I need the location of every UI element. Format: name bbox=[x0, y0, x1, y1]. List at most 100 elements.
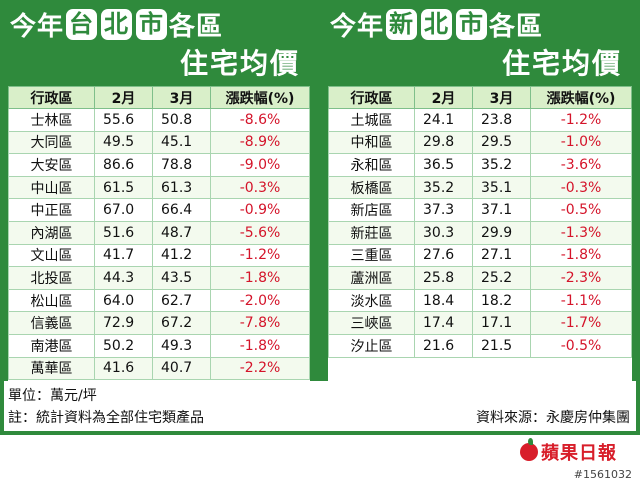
table-row: 汐止區 21.6 21.5 -0.5% bbox=[328, 333, 632, 358]
table-row: 信義區 72.9 67.2 -7.8% bbox=[8, 311, 310, 335]
col-header-district: 行政區 bbox=[328, 86, 415, 109]
cell-district: 大安區 bbox=[8, 153, 95, 177]
table-header-row: 行政區 2月 3月 漲跌幅(%) bbox=[8, 86, 310, 109]
cell-district: 大同區 bbox=[8, 130, 95, 155]
cell-feb-price: 72.9 bbox=[94, 311, 153, 335]
col-header-change: 漲跌幅(%) bbox=[530, 86, 632, 109]
cell-change: -8.9% bbox=[210, 130, 310, 155]
cell-feb-price: 24.1 bbox=[414, 108, 473, 132]
cell-change: -8.6% bbox=[210, 108, 310, 132]
cell-change: -1.8% bbox=[210, 266, 310, 290]
cell-district: 三重區 bbox=[328, 243, 415, 268]
col-header-mar: 3月 bbox=[152, 86, 211, 109]
cell-change: -2.0% bbox=[210, 288, 310, 313]
cell-district: 新店區 bbox=[328, 198, 415, 222]
cell-change: -0.5% bbox=[530, 333, 632, 358]
cell-district: 汐止區 bbox=[328, 333, 415, 358]
stat-note: 註：統計資料為全部住宅類產品 bbox=[8, 410, 204, 426]
title-prefix: 今年 bbox=[10, 11, 65, 42]
new-taipei-title-line2: 住宅均價 bbox=[501, 47, 622, 80]
cell-district: 新莊區 bbox=[328, 220, 415, 245]
new-taipei-title-line1: 今年 新 北 市 各區 bbox=[330, 4, 543, 44]
taipei-table-wrap: 行政區 2月 3月 漲跌幅(%) 士林區 55.6 50.8 -8.6% 大同區 49.5… bbox=[8, 86, 310, 381]
cell-mar-price: 18.2 bbox=[472, 288, 531, 313]
cell-feb-price: 30.3 bbox=[414, 220, 473, 245]
table-row: 永和區 36.5 35.2 -3.6% bbox=[328, 153, 632, 177]
cell-mar-price: 50.8 bbox=[152, 108, 211, 132]
cell-change: -1.8% bbox=[210, 333, 310, 358]
cell-mar-price: 40.7 bbox=[152, 356, 211, 381]
title-highlight-char: 市 bbox=[456, 8, 488, 40]
table-row: 板橋區 35.2 35.1 -0.3% bbox=[328, 175, 632, 200]
new-taipei-table-wrap: 行政區 2月 3月 漲跌幅(%) 土城區 24.1 23.8 -1.2% 中和區 29.8… bbox=[328, 86, 632, 381]
title-suffix: 各區 bbox=[489, 11, 544, 42]
cell-change: -0.3% bbox=[530, 175, 632, 200]
taipei-price-table: 行政區 2月 3月 漲跌幅(%) 士林區 55.6 50.8 -8.6% 大同區 49.5… bbox=[8, 86, 310, 381]
cell-mar-price: 49.3 bbox=[152, 333, 211, 358]
new-taipei-title: 今年 新 北 市 各區 住宅均價 bbox=[324, 0, 636, 84]
cell-mar-price: 27.1 bbox=[472, 243, 531, 268]
cell-district: 文山區 bbox=[8, 243, 95, 268]
cell-feb-price: 17.4 bbox=[414, 311, 473, 335]
apple-logo-icon bbox=[520, 438, 538, 461]
cell-district: 中山區 bbox=[8, 175, 95, 200]
cell-feb-price: 61.5 bbox=[94, 175, 153, 200]
table-row: 中和區 29.8 29.5 -1.0% bbox=[328, 130, 632, 155]
cell-mar-price: 21.5 bbox=[472, 333, 531, 358]
col-header-feb: 2月 bbox=[94, 86, 153, 109]
title-suffix: 各區 bbox=[169, 11, 224, 42]
table-row: 土城區 24.1 23.8 -1.2% bbox=[328, 108, 632, 132]
table-row: 士林區 55.6 50.8 -8.6% bbox=[8, 108, 310, 132]
cell-feb-price: 37.3 bbox=[414, 198, 473, 222]
cell-change: -5.6% bbox=[210, 220, 310, 245]
cell-feb-price: 41.7 bbox=[94, 243, 153, 268]
cell-feb-price: 36.5 bbox=[414, 153, 473, 177]
cell-district: 蘆洲區 bbox=[328, 266, 415, 290]
table-row: 三峽區 17.4 17.1 -1.7% bbox=[328, 311, 632, 335]
apple-daily-logo: 蘋果日報 bbox=[520, 438, 617, 464]
cell-feb-price: 67.0 bbox=[94, 198, 153, 222]
cell-feb-price: 21.6 bbox=[414, 333, 473, 358]
table-row: 淡水區 18.4 18.2 -1.1% bbox=[328, 288, 632, 313]
cell-mar-price: 67.2 bbox=[152, 311, 211, 335]
col-header-district: 行政區 bbox=[8, 86, 95, 109]
cell-district: 板橋區 bbox=[328, 175, 415, 200]
cell-district: 三峽區 bbox=[328, 311, 415, 335]
cell-feb-price: 86.6 bbox=[94, 153, 153, 177]
cell-change: -3.6% bbox=[530, 153, 632, 177]
cell-change: -0.3% bbox=[210, 175, 310, 200]
cell-mar-price: 66.4 bbox=[152, 198, 211, 222]
cell-district: 士林區 bbox=[8, 108, 95, 132]
taipei-panel: 今年 台 北 市 各區 住宅均價 行政區 2月 3月 漲跌幅(%) bbox=[4, 0, 314, 381]
table-row: 大同區 49.5 45.1 -8.9% bbox=[8, 130, 310, 155]
cell-mar-price: 43.5 bbox=[152, 266, 211, 290]
new-taipei-table-body: 土城區 24.1 23.8 -1.2% 中和區 29.8 29.5 -1.0% 永和區 36.5 3… bbox=[328, 108, 632, 358]
cell-district: 萬華區 bbox=[8, 356, 95, 381]
cell-change: -1.3% bbox=[530, 220, 632, 245]
cell-change: -1.1% bbox=[530, 288, 632, 313]
cell-mar-price: 29.5 bbox=[472, 130, 531, 155]
cell-district: 南港區 bbox=[8, 333, 95, 358]
cell-district: 信義區 bbox=[8, 311, 95, 335]
cell-district: 中和區 bbox=[328, 130, 415, 155]
title-highlight-char: 新 bbox=[386, 8, 418, 40]
cell-district: 北投區 bbox=[8, 266, 95, 290]
table-row: 中山區 61.5 61.3 -0.3% bbox=[8, 175, 310, 200]
cell-mar-price: 25.2 bbox=[472, 266, 531, 290]
table-row: 文山區 41.7 41.2 -1.2% bbox=[8, 243, 310, 268]
taipei-title: 今年 台 北 市 各區 住宅均價 bbox=[4, 0, 314, 84]
cell-mar-price: 23.8 bbox=[472, 108, 531, 132]
cell-feb-price: 50.2 bbox=[94, 333, 153, 358]
cell-change: -1.2% bbox=[530, 108, 632, 132]
table-header-row: 行政區 2月 3月 漲跌幅(%) bbox=[328, 86, 632, 109]
taipei-title-line1: 今年 台 北 市 各區 bbox=[10, 4, 223, 44]
cell-change: -1.2% bbox=[210, 243, 310, 268]
title-highlight-char: 台 bbox=[66, 8, 98, 40]
cell-mar-price: 17.1 bbox=[472, 311, 531, 335]
cell-mar-price: 61.3 bbox=[152, 175, 211, 200]
cell-feb-price: 44.3 bbox=[94, 266, 153, 290]
cell-change: -9.0% bbox=[210, 153, 310, 177]
cell-feb-price: 55.6 bbox=[94, 108, 153, 132]
source-note: 資料來源：永慶房仲集團 bbox=[476, 410, 630, 426]
cell-mar-price: 45.1 bbox=[152, 130, 211, 155]
